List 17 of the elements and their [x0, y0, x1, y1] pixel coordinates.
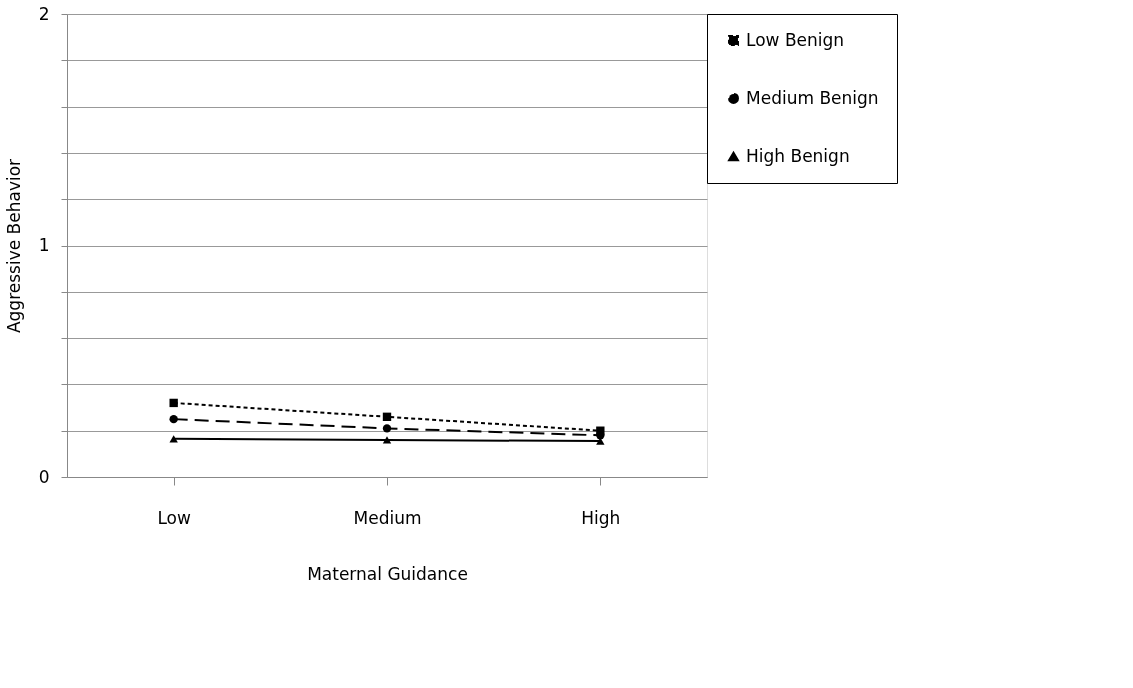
x-tick-label: Low — [157, 507, 191, 528]
x-axis-title: Maternal Guidance — [307, 563, 468, 584]
y-tick-label: 2 — [38, 3, 50, 24]
x-tick-label: Medium — [353, 507, 422, 528]
legend-label: Medium Benign — [746, 87, 879, 108]
point — [169, 398, 178, 408]
point — [382, 412, 392, 421]
y-axis-title: Aggressive Behavior — [3, 158, 24, 334]
x-tick-label: High — [581, 507, 621, 528]
point — [382, 436, 392, 444]
y-tick-label: 1 — [38, 235, 50, 255]
point — [169, 435, 178, 443]
legend-label: High Benign — [746, 145, 850, 166]
y-tick-label: 0 — [38, 466, 50, 487]
point — [169, 414, 178, 424]
legend-label: Low Benign — [746, 29, 845, 50]
point — [382, 424, 392, 433]
